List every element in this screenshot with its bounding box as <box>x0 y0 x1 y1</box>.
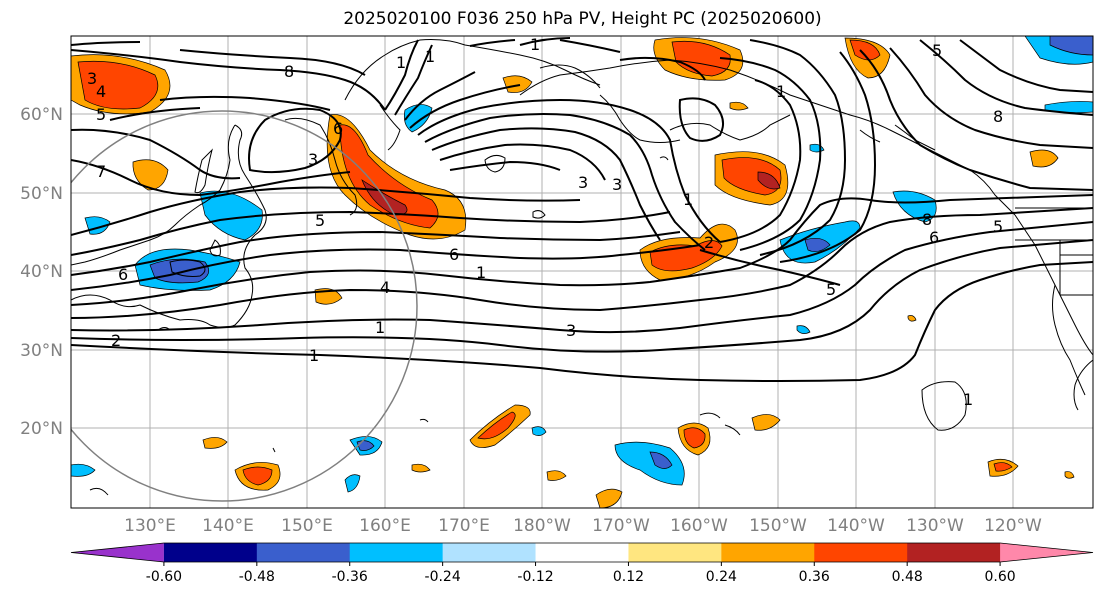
lon-label: 180°W <box>513 516 571 536</box>
lat-label: 50°N <box>20 184 63 204</box>
colorbar-tick-label: 0.60 <box>985 569 1016 585</box>
height-contours <box>71 37 1093 382</box>
lon-label: 160°E <box>359 516 411 536</box>
islands <box>89 154 967 496</box>
lon-label: 150°W <box>749 516 807 536</box>
contour-label: 1 <box>963 390 973 409</box>
contour-label: 8 <box>993 107 1003 126</box>
lon-label: 170°W <box>592 516 650 536</box>
contour-label: 3 <box>308 150 318 169</box>
lon-label: 120°W <box>984 516 1042 536</box>
contour-label: 1 <box>530 35 540 54</box>
colorbar-tick-label: 0.12 <box>613 569 644 585</box>
lon-label: 170°E <box>438 516 490 536</box>
colorbar-tick-label: -0.36 <box>332 569 368 585</box>
contour-label: 3 <box>612 175 622 194</box>
colorbar-segment <box>1000 543 1093 562</box>
colorbar-segment <box>814 543 908 562</box>
colorbar-segment <box>535 543 629 562</box>
contour-label: 1 <box>425 47 435 66</box>
colorbar-segment <box>349 543 444 562</box>
contour-label: 3 <box>578 173 588 192</box>
colorbar-segment <box>628 543 722 562</box>
colorbar-tick-label: -0.24 <box>425 569 461 585</box>
map-title: 2025020100 F036 250 hPa PV, Height PC (2… <box>343 9 822 29</box>
colorbar-segment <box>256 543 351 562</box>
contour-label: 6 <box>333 119 343 138</box>
contour-label: 5 <box>993 217 1003 236</box>
lon-label: 150°E <box>281 516 333 536</box>
colorbar-segment <box>71 543 164 562</box>
lon-label: 130°E <box>124 516 176 536</box>
colorbar-tick-label: -0.60 <box>146 569 182 585</box>
lat-label: 40°N <box>20 262 63 282</box>
contour-label: 5 <box>315 211 325 230</box>
longitude-labels: 130°E 140°E 150°E 160°E 170°E 180°W 170°… <box>124 516 1042 536</box>
contour-label: 1 <box>309 346 319 365</box>
contour-label: 1 <box>683 190 693 209</box>
lon-label: 140°E <box>202 516 254 536</box>
colorbar-segment <box>163 543 258 562</box>
contour-label: 1 <box>476 263 486 282</box>
colorbar-tick-label: 0.48 <box>892 569 923 585</box>
colorbar-tick-label: 0.36 <box>799 569 830 585</box>
contour-label: 2 <box>704 233 714 252</box>
contour-label: 4 <box>380 278 390 297</box>
contour-labels: 8 3 4 5 7 6 6 3 5 6 4 2 1 1 1 3 3 1 2 5 … <box>87 35 1003 409</box>
contour-label: 2 <box>111 331 121 350</box>
contour-label: 3 <box>566 321 576 340</box>
lon-label: 160°W <box>670 516 728 536</box>
lon-label: 140°W <box>827 516 885 536</box>
colorbar-segment <box>721 543 815 562</box>
contour-label: 8 <box>284 62 294 81</box>
colorbar-tick-label: -0.48 <box>239 569 275 585</box>
contour-label: 5 <box>826 280 836 299</box>
colorbar-tick-label: 0.24 <box>706 569 737 585</box>
pv-positive-anomalies <box>71 37 1075 508</box>
contour-label: 6 <box>449 245 459 264</box>
contour-label: 7 <box>96 162 106 181</box>
map-frame <box>70 35 1094 509</box>
contour-label: 8 <box>922 210 932 229</box>
map-plot-area: 8 3 4 5 7 6 6 3 5 6 4 2 1 1 1 3 3 1 2 5 … <box>71 35 1093 508</box>
contour-label: 3 <box>87 69 97 88</box>
colorbar-segment <box>907 543 1001 562</box>
lat-label: 20°N <box>20 419 63 439</box>
contour-label: 1 <box>396 53 406 72</box>
colorbar: -0.60 -0.48 -0.36 -0.24 -0.12 0.12 0.24 0.36 0.4… <box>70 542 1094 585</box>
contour-label: 1 <box>375 318 385 337</box>
contour-label: 4 <box>96 82 106 101</box>
lat-label: 30°N <box>20 341 63 361</box>
contour-label: 5 <box>932 41 942 60</box>
contour-label: 6 <box>929 228 939 247</box>
contour-label: 5 <box>96 105 106 124</box>
range-circle <box>71 110 418 502</box>
contour-label: 1 <box>776 82 786 101</box>
latitude-labels: 60°N 50°N 40°N 30°N 20°N <box>20 105 63 439</box>
contour-label: 6 <box>118 265 128 284</box>
lat-label: 60°N <box>20 105 63 125</box>
colorbar-segment <box>442 543 537 562</box>
lon-label: 130°W <box>906 516 964 536</box>
colorbar-tick-label: -0.12 <box>517 569 553 585</box>
